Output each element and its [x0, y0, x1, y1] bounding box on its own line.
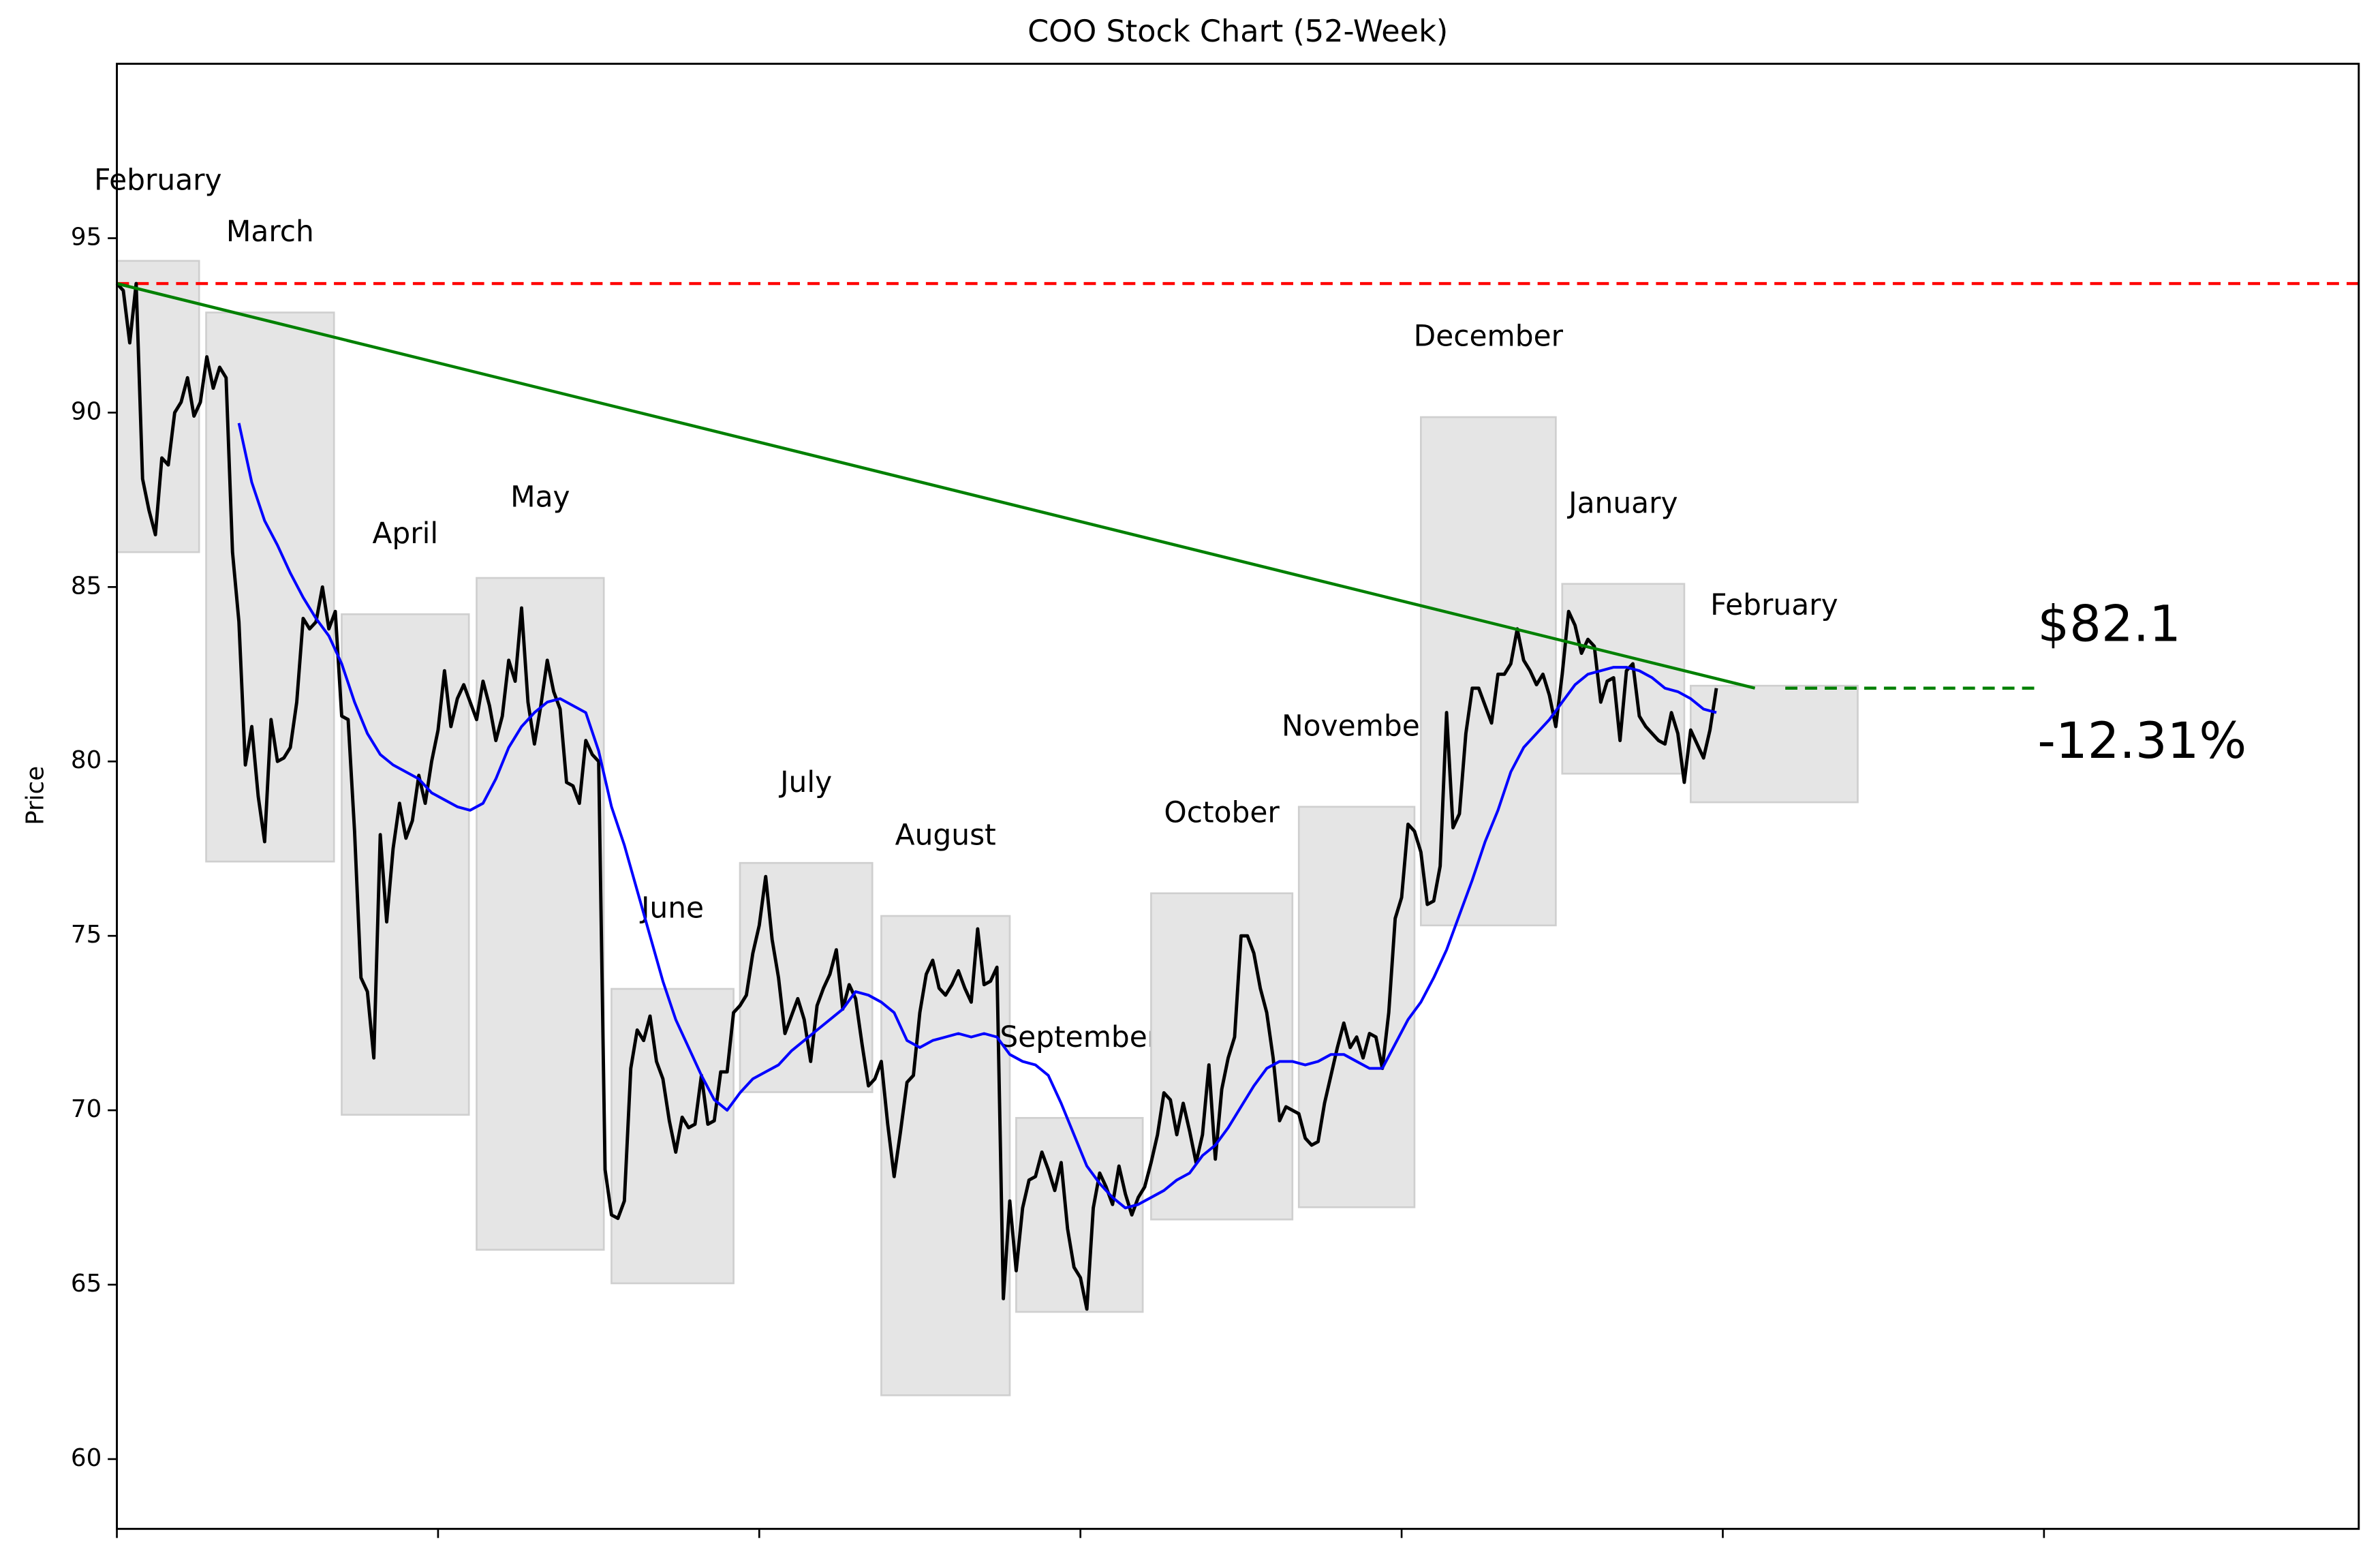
- month-label: September: [1000, 1020, 1159, 1054]
- annotation: -12.31%: [2037, 712, 2246, 770]
- month-range: [1297, 806, 1416, 1208]
- month-range: [1689, 684, 1859, 804]
- y-tick-label: 65: [71, 1270, 102, 1298]
- price-line: [115, 281, 1718, 1311]
- month-label: February: [1710, 588, 1838, 622]
- month-label: April: [372, 517, 438, 550]
- month-label: July: [778, 765, 832, 799]
- month-range: [1150, 892, 1294, 1221]
- month-range: [205, 311, 335, 863]
- y-axis-label: Price: [21, 766, 49, 825]
- annotation: $82.1: [2037, 596, 2180, 654]
- month-label: December: [1414, 320, 1564, 353]
- plot-frame: [116, 63, 2360, 1530]
- y-tick-label: 95: [71, 224, 102, 251]
- month-range: [476, 577, 605, 1251]
- month-label: August: [895, 819, 996, 852]
- month-range: [739, 861, 874, 1093]
- y-tick-label: 60: [71, 1444, 102, 1472]
- trend-line: [116, 281, 1756, 690]
- month-label: February: [94, 163, 222, 196]
- month-range: [880, 915, 1011, 1396]
- chart-title: COO Stock Chart (52-Week): [1027, 14, 1448, 49]
- y-tick-label: 90: [71, 397, 102, 425]
- y-tick-label: 75: [71, 921, 102, 949]
- month-label: November: [1282, 709, 1432, 742]
- month-range: [1420, 416, 1557, 927]
- month-label: October: [1164, 795, 1280, 829]
- month-label: June: [639, 891, 704, 925]
- y-tick-label: 70: [71, 1095, 102, 1123]
- month-label: January: [1566, 486, 1678, 519]
- y-tick-label: 85: [71, 572, 102, 600]
- price-line: [237, 423, 1717, 1210]
- month-range: [341, 613, 470, 1116]
- month-label: May: [510, 480, 570, 514]
- month-label: March: [226, 215, 314, 248]
- y-tick-label: 80: [71, 746, 102, 774]
